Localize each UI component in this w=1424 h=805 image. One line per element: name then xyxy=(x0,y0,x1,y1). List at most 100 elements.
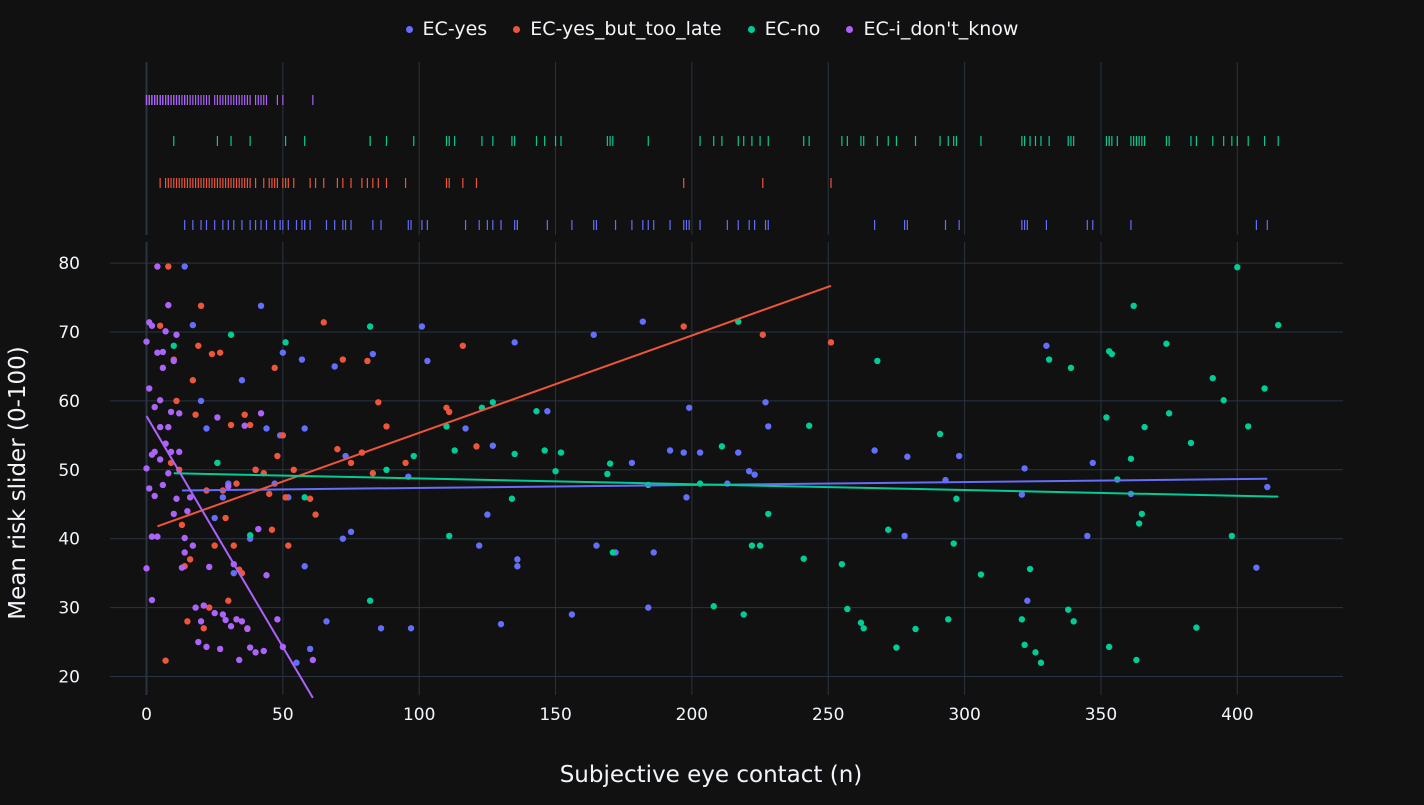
point-ec-no[interactable] xyxy=(1070,618,1077,625)
point-ec-no[interactable] xyxy=(953,495,960,502)
point-ec-no[interactable] xyxy=(765,510,772,518)
point-ec-yes[interactable] xyxy=(593,542,600,549)
legend-item-ec-yes-but-too-late[interactable]: EC-yes_but_too_late xyxy=(513,18,722,40)
point-ec-no[interactable] xyxy=(609,549,617,556)
point-ec-yes-but-too-late[interactable] xyxy=(189,377,197,384)
point-ec-no[interactable] xyxy=(950,540,957,547)
point-ec-i-don-t-know[interactable] xyxy=(274,616,281,623)
point-ec-yes-but-too-late[interactable] xyxy=(208,350,216,358)
point-ec-yes-but-too-late[interactable] xyxy=(192,411,199,418)
point-ec-i-don-t-know[interactable] xyxy=(227,623,235,630)
point-ec-yes[interactable] xyxy=(514,556,521,563)
legend-item-ec-yes[interactable]: EC-yes xyxy=(405,18,487,40)
point-ec-yes[interactable] xyxy=(666,447,674,454)
point-ec-yes[interactable] xyxy=(511,339,518,346)
point-ec-yes[interactable] xyxy=(301,563,308,570)
point-ec-no[interactable] xyxy=(1187,439,1195,447)
point-ec-yes-but-too-late[interactable] xyxy=(206,604,213,611)
point-ec-i-don-t-know[interactable] xyxy=(173,331,180,338)
legend-item-ec-no[interactable]: EC-no xyxy=(747,18,820,40)
point-ec-yes-but-too-late[interactable] xyxy=(197,302,205,310)
point-ec-no[interactable] xyxy=(410,452,417,460)
point-ec-i-don-t-know[interactable] xyxy=(192,604,199,611)
point-ec-i-don-t-know[interactable] xyxy=(216,645,224,653)
point-ec-no[interactable] xyxy=(1135,520,1143,527)
point-ec-yes-but-too-late[interactable] xyxy=(445,408,453,416)
point-ec-yes[interactable] xyxy=(745,467,753,475)
point-ec-no[interactable] xyxy=(718,443,726,450)
point-ec-i-don-t-know[interactable] xyxy=(170,510,177,518)
point-ec-i-don-t-know[interactable] xyxy=(159,348,167,356)
point-ec-i-don-t-know[interactable] xyxy=(236,656,243,664)
point-ec-no[interactable] xyxy=(1275,321,1282,329)
point-ec-yes[interactable] xyxy=(484,511,491,518)
point-ec-i-don-t-know[interactable] xyxy=(178,564,186,571)
point-ec-yes[interactable] xyxy=(475,542,483,549)
point-ec-no[interactable] xyxy=(1133,656,1140,664)
point-ec-i-don-t-know[interactable] xyxy=(156,397,164,404)
point-ec-no[interactable] xyxy=(214,459,221,467)
point-ec-yes-but-too-late[interactable] xyxy=(266,490,273,498)
point-ec-yes[interactable] xyxy=(211,514,218,522)
point-ec-i-don-t-know[interactable] xyxy=(214,414,221,421)
point-ec-yes[interactable] xyxy=(1043,342,1050,349)
point-ec-no[interactable] xyxy=(1032,649,1039,656)
point-ec-yes[interactable] xyxy=(219,494,227,501)
point-ec-i-don-t-know[interactable] xyxy=(176,410,183,417)
point-ec-yes-but-too-late[interactable] xyxy=(195,342,202,349)
point-ec-yes[interactable] xyxy=(1089,459,1096,467)
point-ec-yes-but-too-late[interactable] xyxy=(173,397,180,405)
point-ec-no[interactable] xyxy=(443,423,450,430)
point-ec-i-don-t-know[interactable] xyxy=(233,616,240,623)
point-ec-no[interactable] xyxy=(445,532,453,540)
point-ec-i-don-t-know[interactable] xyxy=(181,534,188,542)
point-ec-no[interactable] xyxy=(1045,356,1053,363)
point-ec-i-don-t-know[interactable] xyxy=(252,649,259,656)
point-ec-i-don-t-know[interactable] xyxy=(197,618,205,625)
point-ec-yes-but-too-late[interactable] xyxy=(680,323,687,330)
point-ec-yes-but-too-late[interactable] xyxy=(320,319,327,326)
point-ec-yes[interactable] xyxy=(544,408,551,415)
point-ec-yes-but-too-late[interactable] xyxy=(285,542,292,549)
point-ec-yes-but-too-late[interactable] xyxy=(290,466,297,473)
point-ec-yes[interactable] xyxy=(323,618,330,625)
point-ec-i-don-t-know[interactable] xyxy=(156,456,164,463)
point-ec-yes[interactable] xyxy=(696,449,704,456)
point-ec-yes[interactable] xyxy=(189,321,197,329)
point-ec-no[interactable] xyxy=(936,430,944,438)
point-ec-i-don-t-know[interactable] xyxy=(260,647,267,655)
point-ec-yes-but-too-late[interactable] xyxy=(178,521,186,529)
point-ec-yes[interactable] xyxy=(331,363,338,370)
point-ec-yes-but-too-late[interactable] xyxy=(225,597,232,604)
point-ec-i-don-t-know[interactable] xyxy=(143,565,150,572)
point-ec-no[interactable] xyxy=(533,408,540,415)
point-ec-no[interactable] xyxy=(874,357,881,365)
point-ec-yes[interactable] xyxy=(650,549,657,556)
point-ec-no[interactable] xyxy=(1103,414,1110,421)
point-ec-yes[interactable] xyxy=(347,528,355,536)
point-ec-yes-but-too-late[interactable] xyxy=(222,514,229,522)
point-ec-yes[interactable] xyxy=(1264,483,1271,491)
point-ec-i-don-t-know[interactable] xyxy=(143,338,150,345)
point-ec-yes[interactable] xyxy=(683,494,690,501)
point-ec-i-don-t-know[interactable] xyxy=(148,596,156,604)
point-ec-no[interactable] xyxy=(1067,364,1075,372)
point-ec-yes-but-too-late[interactable] xyxy=(306,495,314,502)
point-ec-yes-but-too-late[interactable] xyxy=(227,421,235,429)
point-ec-yes-but-too-late[interactable] xyxy=(156,322,164,329)
point-ec-i-don-t-know[interactable] xyxy=(156,423,164,431)
point-ec-yes[interactable] xyxy=(762,399,769,406)
point-ec-no[interactable] xyxy=(541,447,548,454)
point-ec-yes[interactable] xyxy=(765,423,772,430)
point-ec-no[interactable] xyxy=(1065,606,1072,613)
point-ec-yes-but-too-late[interactable] xyxy=(241,411,248,418)
point-ec-yes-but-too-late[interactable] xyxy=(473,443,480,450)
point-ec-i-don-t-know[interactable] xyxy=(244,625,251,633)
point-ec-yes[interactable] xyxy=(1024,597,1031,604)
point-ec-yes-but-too-late[interactable] xyxy=(246,421,254,429)
point-ec-yes[interactable] xyxy=(306,645,314,653)
point-ec-no[interactable] xyxy=(748,542,756,549)
point-ec-yes[interactable] xyxy=(645,604,652,611)
point-ec-i-don-t-know[interactable] xyxy=(222,616,229,624)
point-ec-yes[interactable] xyxy=(497,620,505,628)
